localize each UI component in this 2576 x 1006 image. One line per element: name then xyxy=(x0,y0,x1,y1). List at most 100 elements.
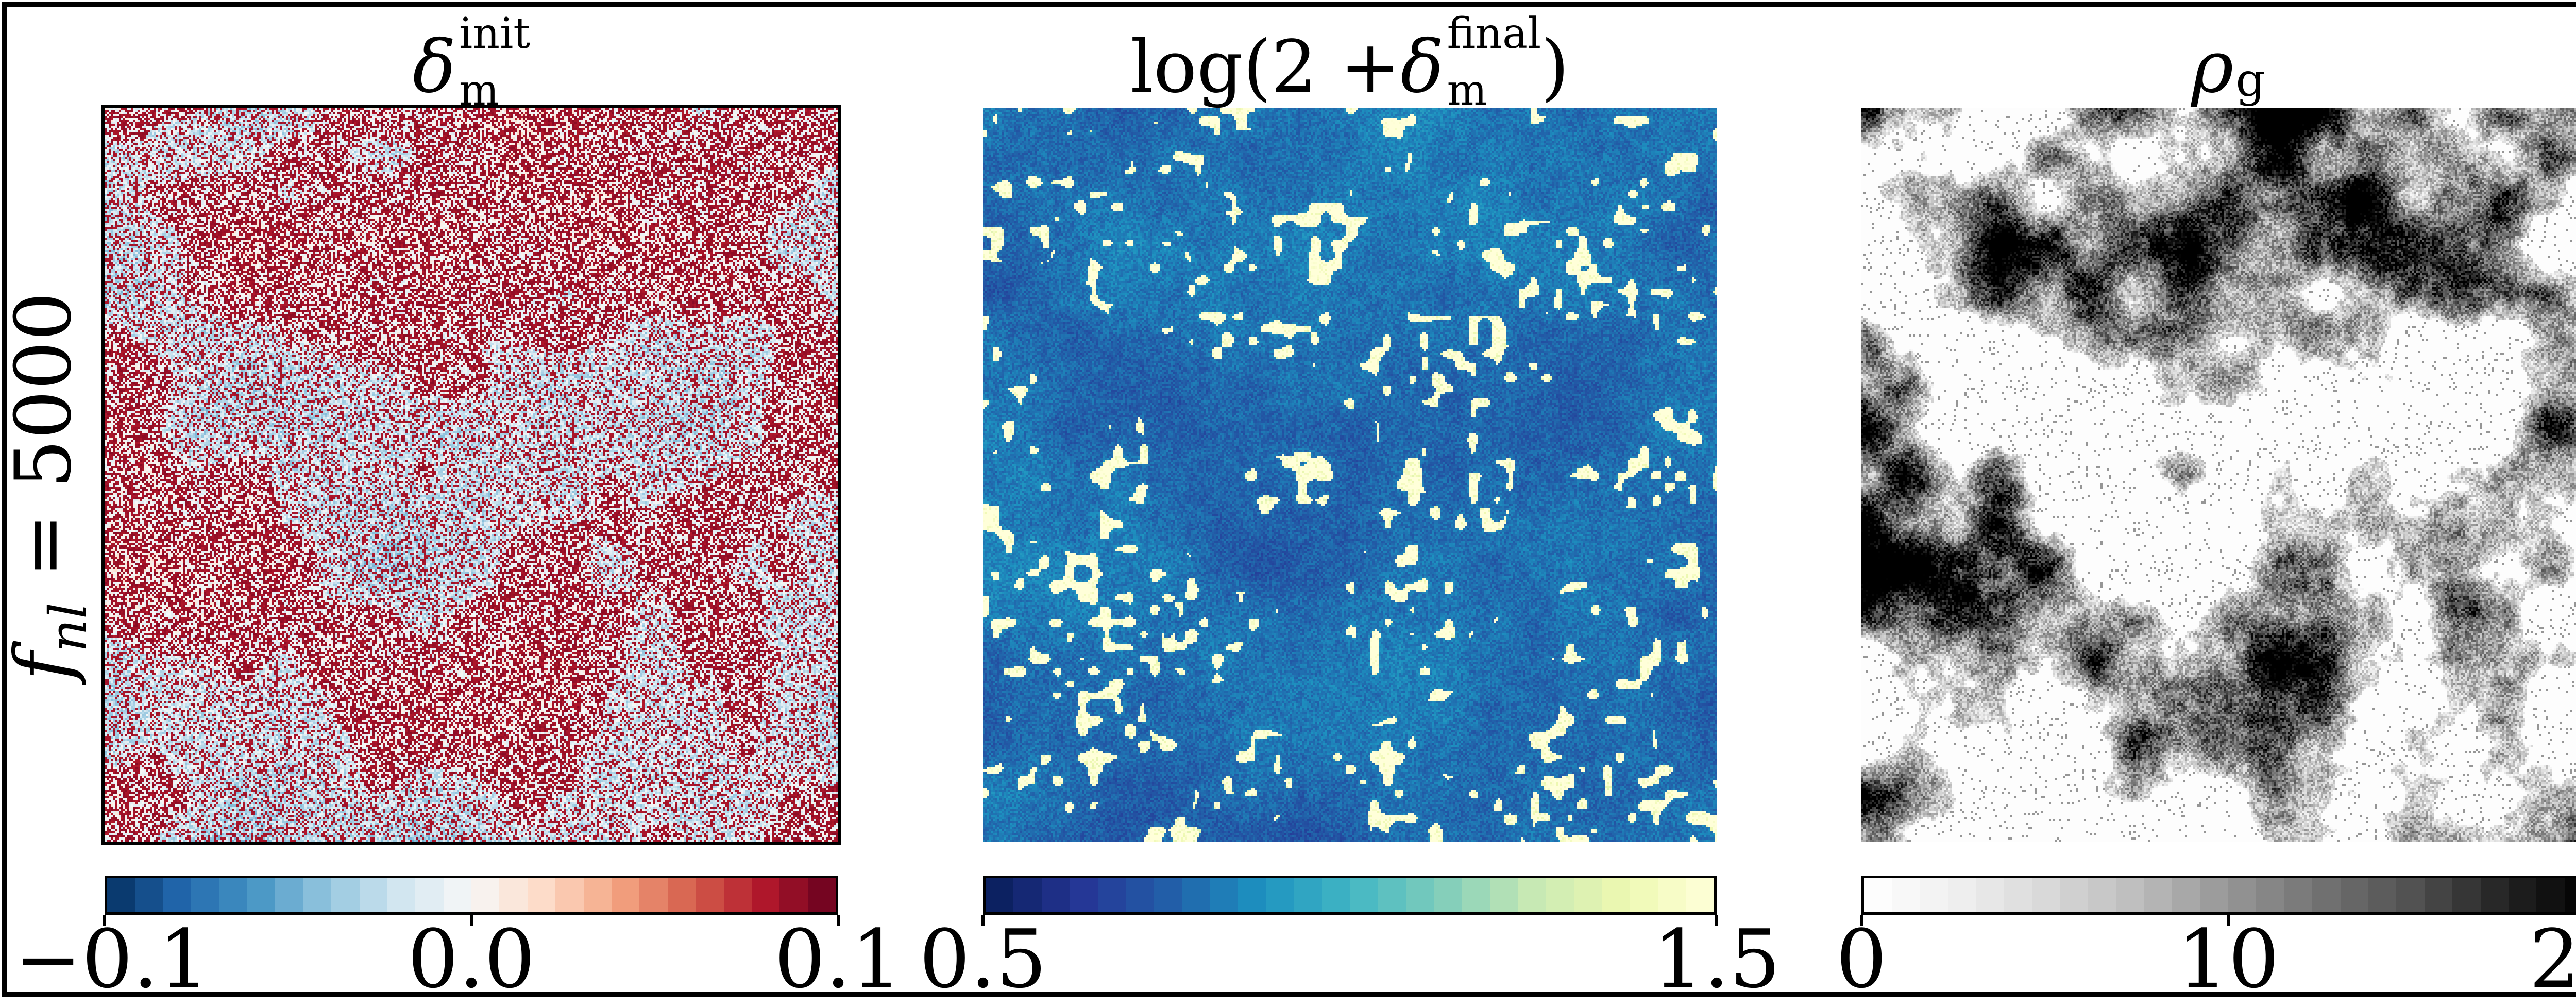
panel-1-colorbar-tick xyxy=(103,915,106,926)
panel-2-title-symbol: δ xyxy=(1400,25,1444,109)
colorbar-segment xyxy=(415,878,444,912)
colorbar-segment xyxy=(1405,878,1434,912)
panel-3-colorbar-tick-label: 20 xyxy=(2529,912,2576,1006)
colorbar-segment xyxy=(1070,878,1098,912)
panel-3-colorbar-tick xyxy=(1860,915,1863,926)
row-label-var: f xyxy=(0,651,89,681)
colorbar-segment xyxy=(331,878,360,912)
colorbar-segment xyxy=(583,878,612,912)
panel-1-title-superscript: init xyxy=(459,9,531,59)
panel-1-heatmap xyxy=(101,105,841,845)
panel-3-colorbar xyxy=(1861,876,2576,915)
colorbar-segment xyxy=(1238,878,1266,912)
panel-3-colorbar-tick-label: 0 xyxy=(1836,912,1887,1006)
panel-2-title-superscript: final xyxy=(1447,9,1541,59)
panel-2-title-prefix: log(2 + xyxy=(1130,25,1401,109)
colorbar-segment xyxy=(1658,878,1686,912)
colorbar-segment xyxy=(107,878,135,912)
colorbar-segment xyxy=(2228,878,2257,912)
colorbar-segment xyxy=(2284,878,2313,912)
colorbar-segment xyxy=(303,878,332,912)
panel-3-colorbar-tick-label: 10 xyxy=(2177,912,2280,1006)
colorbar-segment xyxy=(359,878,387,912)
colorbar-segment xyxy=(471,878,500,912)
colorbar-segment xyxy=(2508,878,2537,912)
colorbar-segment xyxy=(2032,878,2060,912)
colorbar-segment xyxy=(555,878,584,912)
colorbar-segment xyxy=(2256,878,2284,912)
colorbar-segment xyxy=(219,878,247,912)
panel-1-title-subscript: m xyxy=(459,66,499,115)
colorbar-segment xyxy=(1434,878,1462,912)
colorbar-segment xyxy=(1892,878,1920,912)
colorbar-segment xyxy=(1976,878,2004,912)
colorbar-segment xyxy=(639,878,668,912)
colorbar-segment xyxy=(779,878,808,912)
colorbar-segment xyxy=(2536,878,2565,912)
colorbar-segment xyxy=(2312,878,2341,912)
colorbar-segment xyxy=(1013,878,1042,912)
colorbar-segment xyxy=(1350,878,1378,912)
panel-1-colorbar xyxy=(105,876,838,915)
panel-2-colorbar-tick xyxy=(981,915,985,926)
panel-2-title-suffix: ) xyxy=(1541,25,1569,109)
colorbar-segment xyxy=(1097,878,1126,912)
panel-3-title-symbol: ρ xyxy=(2191,25,2234,109)
panel-2-colorbar xyxy=(983,876,1717,915)
panel-2-colorbar-tick-label: 1.5 xyxy=(1652,912,1781,1006)
colorbar-segment xyxy=(2452,878,2481,912)
colorbar-segment xyxy=(1265,878,1294,912)
colorbar-segment xyxy=(667,878,696,912)
colorbar-segment xyxy=(2480,878,2509,912)
panel-1-colorbar-tick-label: 0.0 xyxy=(407,912,536,1006)
panel-2-title: log(2 + δ final m) xyxy=(983,9,1717,112)
row-label: fnl = 5000 xyxy=(0,292,98,681)
colorbar-segment xyxy=(1686,878,1715,912)
colorbar-segment xyxy=(1125,878,1154,912)
colorbar-segment xyxy=(2424,878,2453,912)
panel-1-title: δ init m xyxy=(105,9,838,112)
colorbar-segment xyxy=(247,878,276,912)
colorbar-segment xyxy=(1948,878,1976,912)
panel-1-colorbar-tick-label: 0.1 xyxy=(774,912,903,1006)
colorbar-segment xyxy=(387,878,416,912)
panel-2-heatmap xyxy=(983,108,1717,842)
colorbar-segment xyxy=(2144,878,2173,912)
panel-2-colorbar-tick xyxy=(1715,915,1718,926)
colorbar-segment xyxy=(1181,878,1210,912)
colorbar-segment xyxy=(163,878,192,912)
panel-1-title-symbol: δ xyxy=(412,25,456,109)
row-label-rest: = 5000 xyxy=(0,291,89,602)
colorbar-segment xyxy=(135,878,163,912)
colorbar-segment xyxy=(807,878,836,912)
colorbar-segment xyxy=(1574,878,1602,912)
panel-2-title-subscript: m xyxy=(1447,66,1487,115)
panel-1-colorbar-tick xyxy=(837,915,840,926)
colorbar-segment xyxy=(2340,878,2369,912)
colorbar-segment xyxy=(191,878,219,912)
colorbar-segment xyxy=(1602,878,1630,912)
colorbar-segment xyxy=(986,878,1014,912)
colorbar-segment xyxy=(2060,878,2089,912)
panel-3-colorbar-tick xyxy=(2227,915,2230,926)
panel-3-title-subscript: g xyxy=(2235,53,2265,107)
colorbar-segment xyxy=(1864,878,1892,912)
colorbar-segment xyxy=(2396,878,2425,912)
colorbar-segment xyxy=(1920,878,1948,912)
colorbar-segment xyxy=(2116,878,2144,912)
colorbar-segment xyxy=(1041,878,1070,912)
colorbar-segment xyxy=(2564,878,2576,912)
colorbar-segment xyxy=(527,878,556,912)
colorbar-segment xyxy=(275,878,303,912)
colorbar-segment xyxy=(1321,878,1350,912)
colorbar-segment xyxy=(1546,878,1574,912)
colorbar-segment xyxy=(1210,878,1238,912)
colorbar-segment xyxy=(1518,878,1546,912)
colorbar-segment xyxy=(1462,878,1490,912)
colorbar-segment xyxy=(1294,878,1322,912)
colorbar-segment xyxy=(1378,878,1406,912)
colorbar-segment xyxy=(612,878,640,912)
colorbar-segment xyxy=(1154,878,1182,912)
